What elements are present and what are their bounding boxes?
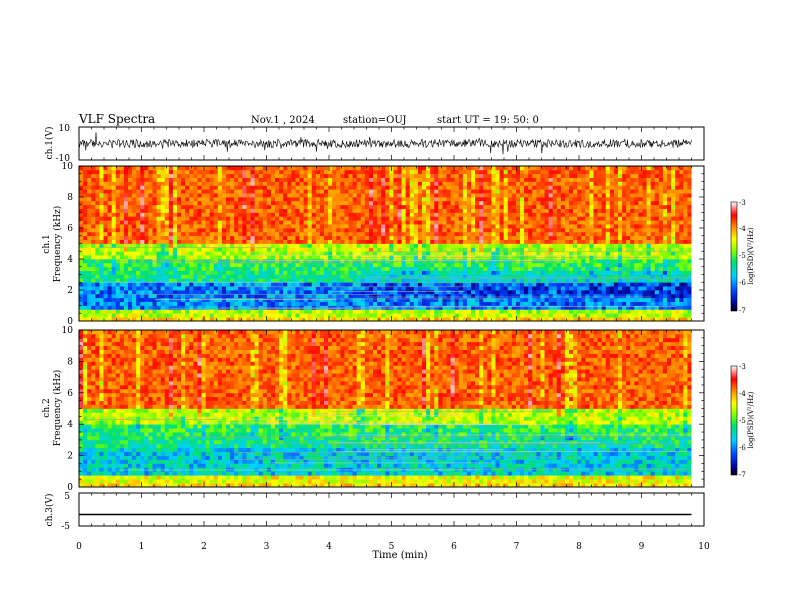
x-tick-label-10: 10 [698, 542, 710, 552]
y-tick-yt2-4: 4 [67, 420, 73, 430]
ch1-ytick-bottom: -10 [56, 154, 71, 164]
ch1-spectrogram-image [79, 166, 692, 321]
y-tick-yt1-0: 0 [67, 317, 73, 327]
time-axis-ticks [78, 127, 705, 526]
ch3-ytick-bottom: -5 [61, 522, 70, 532]
ch2-spec-ylabel: Frequency (kHz) [52, 370, 63, 447]
ch3-waveform-panel: 5 -5 ch.3(V) [44, 492, 705, 532]
x-tick-label-9: 9 [639, 542, 645, 552]
y-tick-yt1-2: 2 [67, 286, 73, 296]
y-tick-yt1-10: 10 [62, 162, 74, 172]
ch2-spectrogram-panel: 0 2 4 6 8 10 ch.2 Frequency (kHz) [42, 326, 705, 493]
x-tick-label-5: 5 [389, 542, 395, 552]
date-label: Nov.1 , 2024 [251, 115, 315, 126]
ch1-waveform-panel: 10 -10 ch.1(V) [44, 124, 705, 164]
y-tick-yt1-8: 8 [67, 193, 73, 203]
ch3-ylabel: ch.3(V) [44, 494, 55, 527]
cb1-tick-m5: -5 [739, 252, 746, 260]
y-tick-yt1-6: 6 [67, 224, 73, 234]
ch1-colorbar: -3 -4 -5 -6 -7 log(PSD)(V²/Hz) [730, 199, 755, 315]
cb2-tick-m4: -4 [739, 390, 746, 398]
ch1-ylabel: ch.1(V) [44, 127, 55, 160]
x-axis-tick-labels: 0 1 2 3 4 5 6 7 8 9 10 [76, 542, 710, 552]
station-label: station=OUJ [343, 115, 407, 126]
x-tick-label-2: 2 [201, 542, 207, 552]
cb2-tick-m3: -3 [739, 363, 746, 371]
y-tick-yt2-8: 8 [67, 357, 73, 367]
x-tick-label-8: 8 [576, 542, 582, 552]
x-axis-label: Time (min) [372, 550, 427, 561]
cb1-tick-m3: -3 [739, 199, 746, 207]
ch1-spec-ylabel-channel: ch.1 [42, 234, 52, 253]
ch2-spec-ylabel-channel: ch.2 [42, 398, 52, 417]
figure-title: VLF Spectra [78, 112, 155, 126]
ch1-ytick-top: 10 [59, 124, 71, 134]
ch2-spectrogram-image [79, 330, 692, 487]
ch1-spectrogram-panel: 0 2 4 6 8 10 ch.1 Frequency (kHz) [42, 162, 705, 327]
start-time-label: start UT = 19: 50: 0 [437, 115, 539, 126]
y-tick-yt2-2: 2 [67, 452, 73, 462]
cb2-label: log(PSD)(V²/Hz) [747, 391, 755, 448]
cb1-tick-m6: -6 [739, 279, 746, 287]
cb1-tick-m7: -7 [739, 307, 746, 315]
y-tick-yt1-4: 4 [67, 255, 73, 265]
x-tick-label-0: 0 [76, 542, 82, 552]
y-tick-yt2-10: 10 [62, 326, 74, 336]
cb2-tick-m5: -5 [739, 417, 746, 425]
ch3-ytick-top: 5 [64, 492, 70, 502]
y-tick-yt2-6: 6 [67, 389, 73, 399]
ch1-waveform-trace [78, 132, 692, 155]
ch2-colorbar: -3 -4 -5 -6 -7 log(PSD)(V²/Hz) [730, 363, 755, 479]
x-tick-label-3: 3 [264, 542, 270, 552]
ch1-spec-ylabel: Frequency (kHz) [52, 206, 63, 283]
x-tick-label-4: 4 [326, 542, 332, 552]
x-tick-label-1: 1 [139, 542, 145, 552]
y-tick-yt2-0: 0 [67, 483, 73, 493]
cb1-tick-m4: -4 [739, 225, 746, 233]
x-tick-label-7: 7 [514, 542, 520, 552]
cb2-tick-m6: -6 [739, 444, 746, 452]
cb2-tick-m7: -7 [739, 471, 746, 479]
cb1-label: log(PSD)(V²/Hz) [747, 227, 755, 284]
x-tick-label-6: 6 [451, 542, 457, 552]
